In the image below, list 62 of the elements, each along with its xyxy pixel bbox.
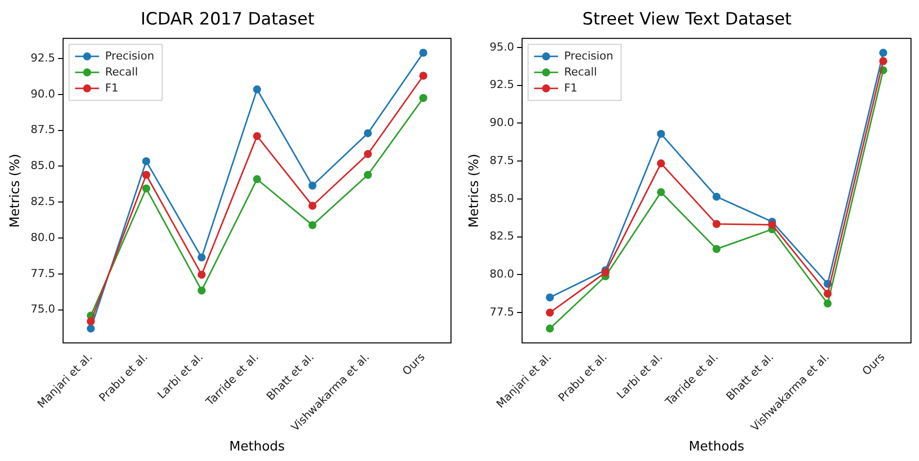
point — [142, 184, 150, 193]
point — [86, 324, 95, 333]
point — [308, 202, 316, 210]
point — [824, 290, 832, 298]
x-axis-title: Methods — [688, 440, 745, 455]
y-tick-label: 87.5 — [30, 123, 56, 136]
point — [656, 130, 665, 138]
y-tick-label: 90.0 — [30, 87, 56, 100]
y-tick-label: 92.5 — [490, 78, 514, 92]
point — [656, 188, 665, 196]
point — [879, 48, 888, 57]
y-tick-label: 82.5 — [490, 230, 514, 243]
point — [253, 175, 262, 184]
x-axis-title: Methods — [229, 440, 286, 455]
y-tick-label: 80.0 — [490, 268, 514, 281]
y-tick-label: 75.0 — [30, 302, 56, 316]
point — [824, 300, 832, 308]
y-axis-title: Metrics (%) — [467, 154, 482, 228]
point — [308, 221, 316, 230]
point — [419, 48, 428, 57]
legend-label: F1 — [564, 81, 578, 94]
y-tick-label: 77.5 — [30, 266, 56, 280]
point — [308, 182, 316, 190]
y-axis-title: Metrics (%) — [8, 154, 24, 228]
point — [364, 170, 372, 179]
point — [712, 220, 721, 228]
point — [253, 85, 262, 94]
point — [419, 94, 428, 102]
point — [546, 293, 554, 302]
point — [712, 244, 721, 253]
y-tick-label: 95.0 — [490, 40, 514, 54]
y-tick-label: 87.5 — [490, 154, 514, 167]
point — [364, 129, 372, 138]
point — [419, 72, 428, 80]
legend-label: Precision — [105, 49, 154, 62]
y-tick-label: 90.0 — [490, 116, 514, 130]
point — [142, 170, 150, 179]
legend-label: Precision — [564, 49, 614, 62]
point — [768, 220, 776, 229]
y-tick-label: 85.0 — [30, 159, 56, 172]
legend-label: Recall — [105, 65, 138, 78]
chart-title: Street View Text Dataset — [582, 10, 792, 30]
point — [142, 157, 150, 166]
point — [86, 317, 95, 326]
point — [546, 308, 554, 317]
chart-title: ICDAR 2017 Dataset — [140, 10, 315, 30]
point — [253, 132, 262, 140]
y-tick-label: 85.0 — [490, 192, 514, 205]
point — [712, 192, 721, 201]
point — [198, 286, 206, 294]
y-tick-label: 80.0 — [30, 230, 56, 244]
point — [879, 57, 888, 66]
point — [364, 150, 372, 158]
y-tick-label: 82.5 — [30, 195, 56, 208]
legend-label: F1 — [105, 81, 118, 94]
y-tick-label: 77.5 — [490, 305, 514, 318]
legend-label: Recall — [564, 65, 597, 78]
point — [198, 253, 206, 262]
point — [546, 324, 554, 333]
y-tick-label: 92.5 — [30, 51, 56, 64]
point — [656, 159, 665, 168]
point — [198, 270, 206, 279]
